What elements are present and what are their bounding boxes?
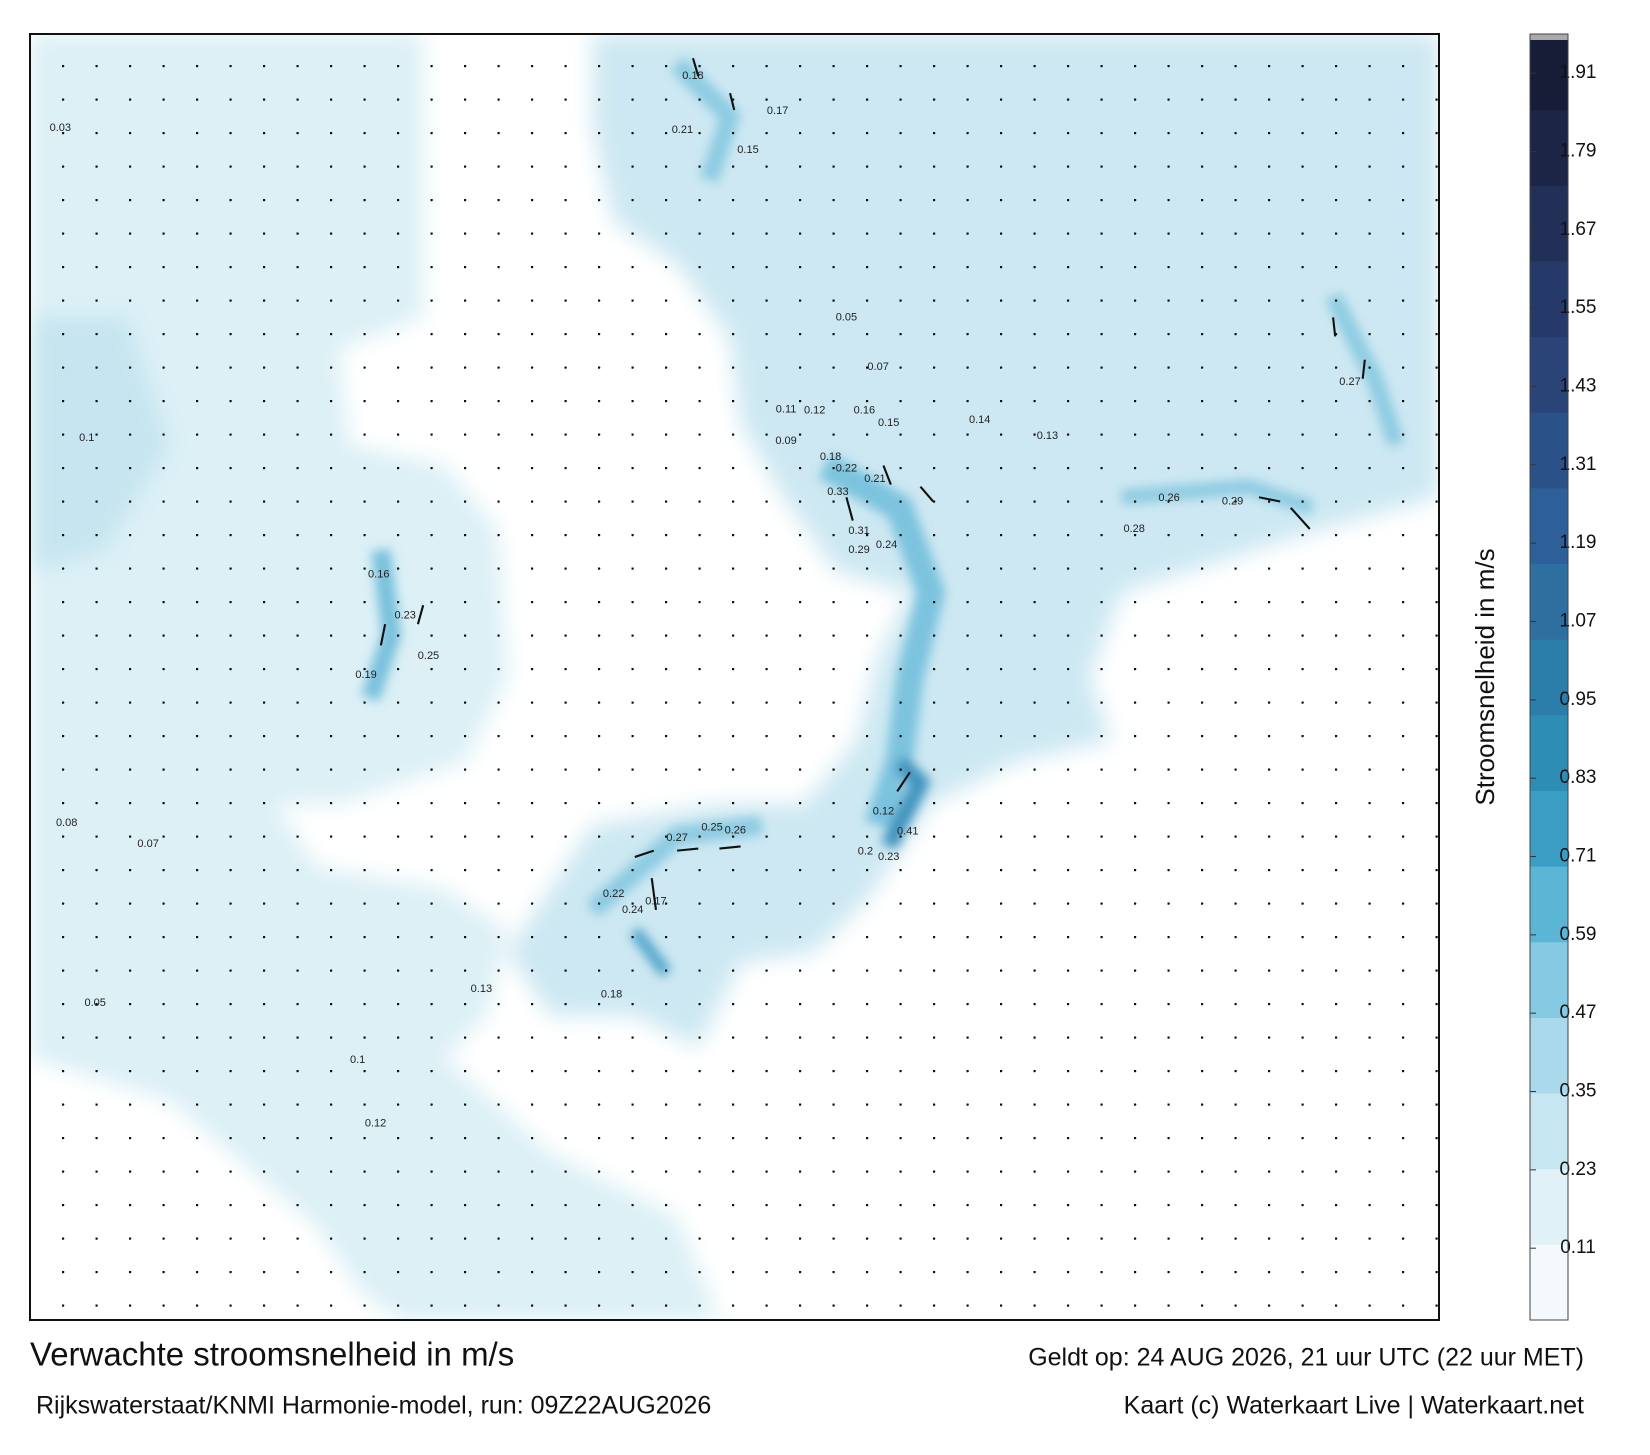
colorbar-tick-label: 0.47 bbox=[1560, 1002, 1597, 1023]
speed-label: 0.24 bbox=[622, 904, 643, 916]
speed-label: 0.41 bbox=[897, 825, 918, 837]
colorbar-band bbox=[1530, 1093, 1568, 1170]
colorbar-band bbox=[1530, 941, 1568, 1018]
speed-label: 0.18 bbox=[682, 70, 703, 82]
speed-label: 0.11 bbox=[776, 403, 797, 415]
credit: Kaart (c) Waterkaart Live | Waterkaart.n… bbox=[1124, 1392, 1584, 1420]
colorbar-band bbox=[1530, 714, 1568, 791]
speed-label: 0.23 bbox=[395, 610, 416, 622]
colorbar-tick-label: 0.95 bbox=[1560, 689, 1597, 710]
map-area: 0.330.310.29 0.240.220.210.180.160.150.12… bbox=[30, 34, 1439, 1320]
colorbar-tick-label: 1.31 bbox=[1560, 454, 1597, 475]
colorbar-tick-label: 1.91 bbox=[1560, 62, 1597, 83]
colorbar-band bbox=[1530, 109, 1568, 186]
speed-label: 0.27 bbox=[666, 832, 687, 844]
speed-label: 0.08 bbox=[56, 817, 77, 829]
colorbar-band bbox=[1530, 34, 1568, 111]
colorbar-band bbox=[1530, 1244, 1568, 1321]
current-arrows bbox=[379, 57, 1366, 911]
speed-label: 0.09 bbox=[775, 435, 796, 447]
speed-label: 0.25 bbox=[418, 650, 439, 662]
colorbar-tick-label: 1.67 bbox=[1560, 219, 1597, 240]
speed-label: 0.1 bbox=[350, 1054, 365, 1066]
speed-label: 0.33 bbox=[827, 486, 848, 498]
valid-time: Geldt op: 24 AUG 2026, 21 uur UTC (22 uu… bbox=[1028, 1344, 1584, 1372]
speed-label: 0.15 bbox=[737, 144, 758, 156]
speed-label: 0.14 bbox=[969, 414, 990, 426]
speed-label: 0.17 bbox=[767, 105, 788, 117]
colorbar-tick-label: 0.11 bbox=[1560, 1237, 1596, 1258]
colorbar-tick-label: 1.55 bbox=[1560, 297, 1597, 318]
colorbar-tick-label: 0.23 bbox=[1560, 1159, 1597, 1180]
colorbar-band bbox=[1530, 1168, 1568, 1245]
colorbar-band bbox=[1530, 412, 1568, 489]
colorbar-tick-label: 0.71 bbox=[1560, 846, 1597, 867]
speed-label: 0.12 bbox=[873, 805, 894, 817]
colorbar-tick-label: 1.43 bbox=[1560, 376, 1597, 397]
speed-label: 0.24 bbox=[876, 539, 897, 551]
speed-label: 0.25 bbox=[701, 821, 722, 833]
speed-label: 0.12 bbox=[804, 404, 825, 416]
speed-label: 0.21 bbox=[864, 473, 885, 485]
speed-label: 0.07 bbox=[137, 838, 158, 850]
title: Verwachte stroomsnelheid in m/s bbox=[30, 1336, 514, 1373]
speed-label: 0.13 bbox=[471, 983, 492, 995]
speed-label: 0.26 bbox=[1158, 492, 1179, 504]
speed-label: 0.22 bbox=[836, 463, 857, 475]
colorbar-tick-label: 0.59 bbox=[1560, 924, 1597, 945]
speed-label: 0.03 bbox=[50, 122, 71, 134]
speed-label: 0.16 bbox=[368, 568, 389, 580]
speed-label: 0.13 bbox=[1037, 430, 1058, 442]
colorbar-band bbox=[1530, 336, 1568, 413]
colorbar-band bbox=[1530, 487, 1568, 565]
colorbar-band bbox=[1530, 790, 1568, 867]
colorbar-tick-label: 0.83 bbox=[1560, 767, 1597, 788]
speed-labels: 0.330.310.29 0.240.220.210.180.160.150.12… bbox=[50, 70, 1361, 1129]
speed-label: 0.22 bbox=[603, 888, 624, 900]
speed-label: 0.19 bbox=[355, 669, 376, 681]
speed-label: 0.27 bbox=[1339, 376, 1360, 388]
speed-label: 0.2 bbox=[858, 846, 873, 858]
colorbar-band bbox=[1530, 185, 1568, 262]
speed-label: 0.18 bbox=[820, 451, 841, 463]
speed-label: 0.17 bbox=[645, 895, 666, 907]
speed-label: 0.31 bbox=[848, 525, 869, 537]
colorbar-cap bbox=[1530, 34, 1568, 40]
speed-label: 0.26 bbox=[725, 824, 746, 836]
speed-label: 0.05 bbox=[85, 997, 106, 1009]
speed-label: 0.15 bbox=[878, 417, 899, 429]
colorbar-band bbox=[1530, 260, 1568, 338]
speed-label: 0.23 bbox=[878, 851, 899, 863]
colorbar-tick-label: 0.35 bbox=[1560, 1081, 1597, 1102]
subtitle: Rijkswaterstaat/KNMI Harmonie-model, run… bbox=[36, 1392, 711, 1420]
speed-label: 0.05 bbox=[836, 311, 857, 323]
colorbar-band bbox=[1530, 563, 1568, 640]
speed-label: 0.18 bbox=[601, 988, 622, 1000]
map-frame bbox=[29, 33, 1440, 1321]
speed-label: 0.16 bbox=[854, 404, 875, 416]
speed-label: 0.29 bbox=[1222, 495, 1243, 507]
speed-label: 0.07 bbox=[867, 361, 888, 373]
colorbar-band bbox=[1530, 1017, 1568, 1094]
speed-label: 0.28 bbox=[1123, 523, 1144, 535]
speed-label: 0.1 bbox=[79, 432, 94, 444]
colorbar-tick-label: 1.79 bbox=[1560, 141, 1597, 162]
colorbar-tick-label: 1.19 bbox=[1560, 532, 1597, 553]
colorbar-band bbox=[1530, 639, 1568, 716]
colorbar-frame bbox=[1529, 33, 1569, 1321]
colorbar-tick-label: 1.07 bbox=[1560, 611, 1597, 632]
colorbar-band bbox=[1530, 866, 1568, 943]
speed-label: 0.12 bbox=[365, 1118, 386, 1130]
colorbar-label: Stroomsnelheid in m/s bbox=[1470, 548, 1500, 805]
speed-label: 0.29 bbox=[848, 544, 869, 556]
colorbar: 0.11 0.23 0.35 0.47 0.59 0.71 0.83 0.95 1.07 1.19… bbox=[1530, 34, 1596, 1321]
speed-label: 0.21 bbox=[672, 124, 693, 136]
